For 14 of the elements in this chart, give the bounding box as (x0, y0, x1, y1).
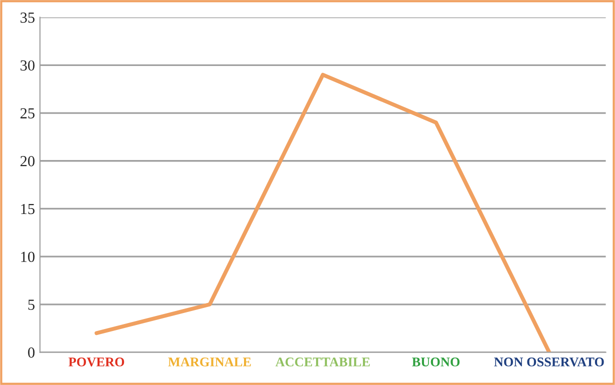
y-tick-label: 35 (20, 12, 35, 23)
line-series (94, 72, 552, 352)
x-tick-label: BUONO (412, 358, 460, 366)
y-tick-label: 0 (28, 347, 35, 358)
y-tick-label: 20 (20, 156, 35, 166)
x-tick-label: POVERO (68, 358, 124, 366)
x-tick-label: MARGINALE (168, 358, 251, 366)
y-tick-label: 30 (20, 60, 35, 71)
x-tick-label: ACCETTABILE (275, 358, 370, 366)
x-tick-label: NON OSSERVATO (494, 358, 604, 366)
y-tick-label: 15 (21, 204, 35, 214)
y-tick-label: 5 (28, 300, 35, 310)
y-tick-label: 10 (21, 252, 35, 262)
y-tick-label: 25 (20, 108, 35, 118)
